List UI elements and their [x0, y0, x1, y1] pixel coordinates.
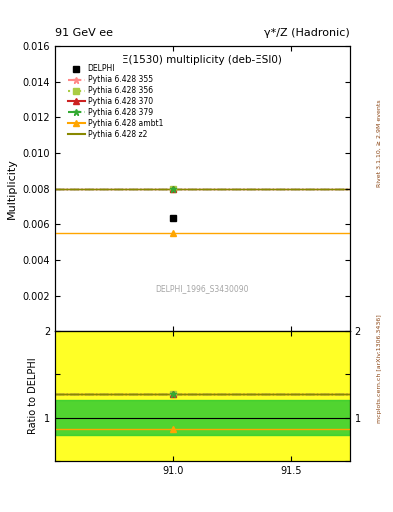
Text: DELPHI_1996_S3430090: DELPHI_1996_S3430090: [156, 284, 249, 293]
Text: Rivet 3.1.10, ≥ 2.9M events: Rivet 3.1.10, ≥ 2.9M events: [377, 99, 382, 187]
Text: mcplots.cern.ch [arXiv:1306.3436]: mcplots.cern.ch [arXiv:1306.3436]: [377, 314, 382, 423]
Text: γ*/Z (Hadronic): γ*/Z (Hadronic): [264, 28, 350, 38]
Text: Ξ(1530) multiplicity (deb-ΞSI0): Ξ(1530) multiplicity (deb-ΞSI0): [123, 55, 282, 65]
Bar: [55, 400, 350, 435]
Text: 91 GeV ee: 91 GeV ee: [55, 28, 113, 38]
Y-axis label: Ratio to DELPHI: Ratio to DELPHI: [28, 358, 39, 434]
Legend: DELPHI, Pythia 6.428 355, Pythia 6.428 356, Pythia 6.428 370, Pythia 6.428 379, : DELPHI, Pythia 6.428 355, Pythia 6.428 3…: [65, 61, 166, 142]
Y-axis label: Multiplicity: Multiplicity: [7, 158, 17, 219]
Bar: [55, 331, 350, 461]
